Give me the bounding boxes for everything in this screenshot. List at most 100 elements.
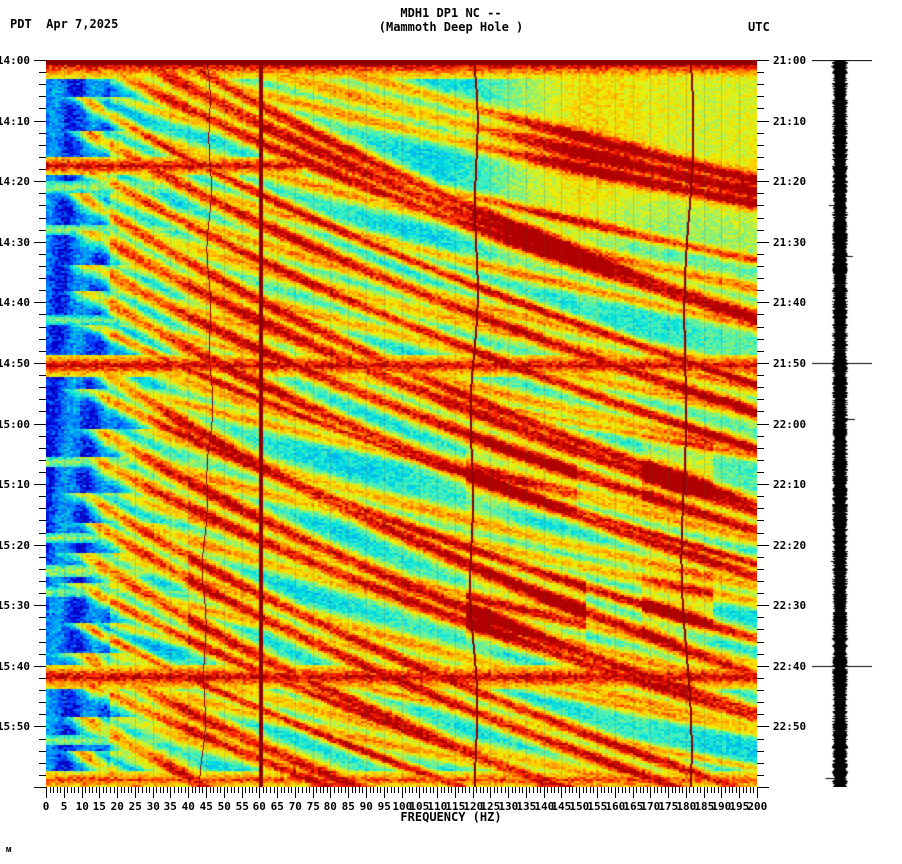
- freq-tick-minor: [380, 787, 381, 793]
- time-tick-minor: [39, 133, 46, 134]
- freq-tick-major: [455, 787, 456, 798]
- freq-label: 195: [729, 800, 750, 813]
- time-tick-minor: [39, 351, 46, 352]
- time-tick-minor: [39, 218, 46, 219]
- freq-label: 55: [235, 800, 249, 813]
- time-tick-minor: [757, 533, 764, 534]
- freq-tick-minor: [554, 787, 555, 793]
- spectrogram-plot[interactable]: [46, 60, 757, 787]
- freq-tick-minor: [362, 787, 363, 793]
- time-label-utc: 21:30: [773, 236, 807, 249]
- time-tick-minor: [757, 436, 764, 437]
- time-tick-minor: [757, 84, 764, 85]
- time-tick-minor: [757, 690, 764, 691]
- time-tick-minor: [757, 290, 764, 291]
- time-label-utc: 21:00: [773, 54, 807, 67]
- freq-tick-minor: [729, 787, 730, 793]
- time-tick-minor: [39, 533, 46, 534]
- time-tick-major: [34, 484, 46, 485]
- freq-tick-minor: [558, 787, 559, 793]
- freq-tick-minor: [519, 787, 520, 793]
- time-tick-minor: [757, 629, 764, 630]
- time-tick-minor: [757, 654, 764, 655]
- freq-tick-major: [224, 787, 225, 798]
- freq-tick-minor: [569, 787, 570, 793]
- freq-tick-minor: [636, 787, 637, 793]
- freq-tick-minor: [149, 787, 150, 793]
- freq-tick-minor: [57, 787, 58, 793]
- time-label-pdt: 15:00: [0, 418, 30, 431]
- freq-tick-minor: [298, 787, 299, 793]
- freq-tick-minor: [249, 787, 250, 793]
- freq-tick-minor: [398, 787, 399, 793]
- time-label-utc: 22:30: [773, 599, 807, 612]
- freq-tick-major: [597, 787, 598, 798]
- freq-tick-minor: [469, 787, 470, 793]
- freq-tick-major: [188, 787, 189, 798]
- freq-tick-minor: [263, 787, 264, 793]
- freq-tick-major: [437, 787, 438, 798]
- time-tick-minor: [757, 678, 764, 679]
- freq-tick-minor: [743, 787, 744, 793]
- freq-tick-minor: [60, 787, 61, 793]
- freq-tick-minor: [156, 787, 157, 793]
- freq-tick-minor: [679, 787, 680, 793]
- time-tick-minor: [757, 411, 764, 412]
- freq-tick-minor: [181, 787, 182, 793]
- freq-tick-major: [473, 787, 474, 798]
- time-tick-minor: [39, 96, 46, 97]
- time-tick-minor: [39, 654, 46, 655]
- time-tick-minor: [39, 508, 46, 509]
- freq-tick-minor: [185, 787, 186, 793]
- time-tick-minor: [757, 520, 764, 521]
- time-tick-major: [34, 666, 46, 667]
- time-tick-major: [34, 302, 46, 303]
- time-label-pdt: 14:30: [0, 236, 30, 249]
- time-tick-minor: [39, 739, 46, 740]
- freq-tick-major: [99, 787, 100, 798]
- freq-label: 85: [341, 800, 355, 813]
- freq-tick-minor: [497, 787, 498, 793]
- freq-tick-minor: [281, 787, 282, 793]
- freq-tick-minor: [540, 787, 541, 793]
- time-tick-minor: [757, 375, 764, 376]
- time-tick-minor: [39, 230, 46, 231]
- seismogram-trace: [812, 60, 902, 787]
- freq-tick-minor: [256, 787, 257, 793]
- time-tick-minor: [757, 557, 764, 558]
- freq-tick-minor: [505, 787, 506, 793]
- freq-tick-minor: [291, 787, 292, 793]
- freq-label: 100: [392, 800, 413, 813]
- freq-tick-major: [686, 787, 687, 798]
- time-tick-minor: [757, 157, 764, 158]
- time-tick-minor: [757, 508, 764, 509]
- freq-tick-major: [153, 787, 154, 798]
- freq-label: 150: [569, 800, 590, 813]
- freq-label: 25: [128, 800, 142, 813]
- freq-tick-minor: [753, 787, 754, 793]
- freq-tick-minor: [217, 787, 218, 793]
- freq-tick-major: [402, 787, 403, 798]
- freq-label: 65: [270, 800, 284, 813]
- freq-tick-major: [135, 787, 136, 798]
- time-tick-minor: [757, 169, 764, 170]
- freq-label: 175: [658, 800, 679, 813]
- time-label-pdt: 15:50: [0, 720, 30, 733]
- freq-label: 35: [163, 800, 177, 813]
- time-tick-minor: [757, 472, 764, 473]
- freq-tick-major: [330, 787, 331, 798]
- freq-tick-minor: [338, 787, 339, 793]
- freq-tick-minor: [370, 787, 371, 793]
- freq-tick-minor: [316, 787, 317, 793]
- freq-tick-minor: [121, 787, 122, 793]
- time-label-pdt: 14:40: [0, 296, 30, 309]
- time-tick-minor: [39, 448, 46, 449]
- time-tick-minor: [39, 387, 46, 388]
- freq-tick-minor: [746, 787, 747, 793]
- freq-tick-minor: [611, 787, 612, 793]
- spectrogram-canvas[interactable]: [46, 60, 757, 787]
- freq-tick-minor: [227, 787, 228, 793]
- freq-tick-minor: [78, 787, 79, 793]
- time-tick-minor: [39, 751, 46, 752]
- freq-tick-minor: [444, 787, 445, 793]
